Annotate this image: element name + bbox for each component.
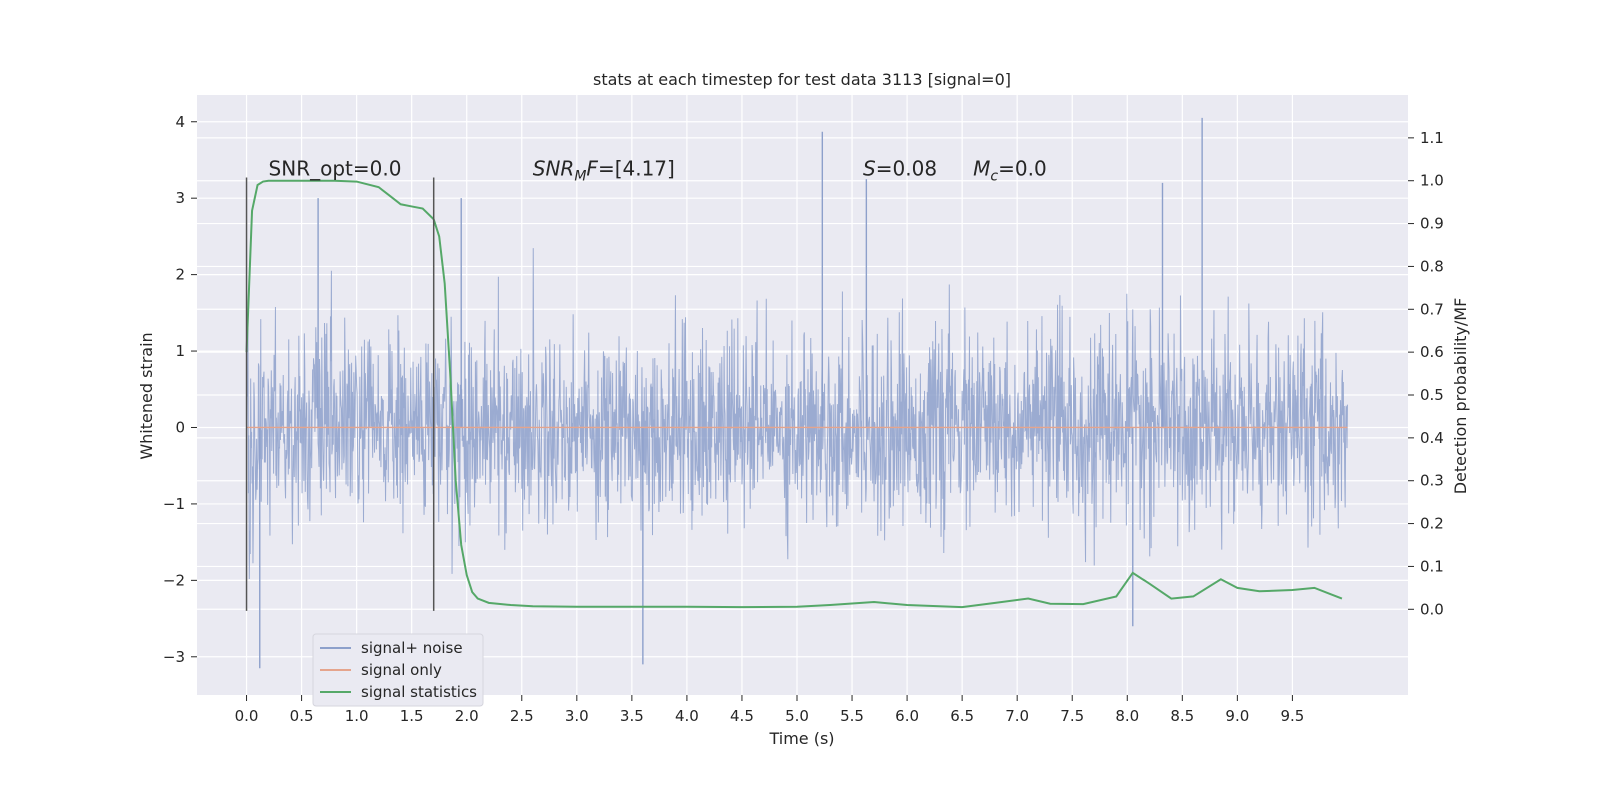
y-right-tick-label: 0.4 — [1420, 429, 1444, 447]
y-right-tick-label: 0.2 — [1420, 515, 1444, 533]
series-layer — [245, 117, 1348, 669]
x-axis-label: Time (s) — [768, 729, 834, 748]
y-right-tick-label: 0.3 — [1420, 472, 1444, 490]
legend: signal+ noise signal only signal statist… — [312, 633, 484, 707]
legend-label-signal-noise: signal+ noise — [361, 639, 463, 657]
legend-label-signal-statistics: signal statistics — [361, 683, 477, 701]
x-tick-label: 5.5 — [840, 707, 864, 725]
x-tick-label: 8.0 — [1115, 707, 1139, 725]
x-tick-label: 2.0 — [455, 707, 479, 725]
y-tick-label: −3 — [163, 648, 185, 666]
x-tick-label: 1.5 — [400, 707, 424, 725]
series-signal-statistics-line — [245, 179, 1343, 609]
x-tick-label: 9.0 — [1225, 707, 1249, 725]
y-right-axis-label: Detection probability/MF — [1451, 298, 1470, 495]
y-tick-label: 3 — [175, 189, 185, 207]
x-tick-label: 3.0 — [565, 707, 589, 725]
x-tick-label: 9.5 — [1280, 707, 1304, 725]
x-tick-label: 0.0 — [235, 707, 259, 725]
y-right-tick-label: 0.7 — [1420, 300, 1444, 318]
legend-label-signal-only: signal only — [361, 661, 442, 679]
y-right-tick-label: 1.0 — [1420, 172, 1444, 190]
x-tick-label: 1.0 — [345, 707, 369, 725]
series-signal-noise-line — [246, 248, 1348, 579]
y-tick-label: 0 — [175, 418, 185, 436]
legend-box — [312, 633, 484, 707]
y-tick-label: −1 — [163, 495, 185, 513]
y-right-tick-label: 1.1 — [1420, 129, 1444, 147]
x-tick-label: 8.5 — [1170, 707, 1194, 725]
annotation-text: Mc=0.0 — [973, 156, 1047, 184]
annotation-text: SNRMF=[4.17] — [533, 156, 675, 184]
y-tick-label: 2 — [175, 266, 185, 284]
y-axis-label: Whitened strain — [137, 332, 156, 459]
annotation-text: SNR_opt=0.0 — [269, 156, 402, 180]
vlines-layer — [245, 177, 435, 611]
x-tick-label: 2.5 — [510, 707, 534, 725]
x-tick-label: 7.0 — [1005, 707, 1029, 725]
x-tick-label: 4.0 — [675, 707, 699, 725]
y-right-tick-label: 0.0 — [1420, 600, 1444, 618]
y-tick-label: 4 — [175, 113, 185, 131]
y-right-tick-label: 0.8 — [1420, 257, 1444, 275]
y-axis-ticks: −3 −2 −1 0 1 2 3 4 — [163, 113, 197, 666]
y-right-tick-label: 0.6 — [1420, 343, 1444, 361]
chart-title: stats at each timestep for test data 311… — [593, 70, 1011, 89]
y-right-axis-ticks: 0.0 0.1 0.2 0.3 0.4 0.5 0.6 0.7 0.8 0.9 1.0 1.1 — [1408, 129, 1444, 618]
x-tick-label: 3.5 — [620, 707, 644, 725]
x-tick-label: 0.5 — [290, 707, 314, 725]
annotations-layer: SNR_opt=0.0 SNRMF=[4.17] S=0.08 Mc=0.0 — [269, 156, 1047, 184]
x-tick-label: 6.0 — [895, 707, 919, 725]
x-tick-label: 5.0 — [785, 707, 809, 725]
y-right-tick-label: 0.9 — [1420, 215, 1444, 233]
x-tick-label: 7.5 — [1060, 707, 1084, 725]
y-right-tick-label: 0.5 — [1420, 386, 1444, 404]
y-right-tick-label: 0.1 — [1420, 557, 1444, 575]
x-tick-label: 6.5 — [950, 707, 974, 725]
x-axis-ticks: 0.0 0.5 1.0 1.5 2.0 2.5 3.0 3.5 4.0 4.5 5.0 5.5 6.0 6… — [235, 695, 1304, 725]
y-tick-label: 1 — [175, 342, 185, 360]
annotation-text: S=0.08 — [863, 156, 937, 180]
right-gridlines — [197, 137, 1408, 610]
y-tick-label: −2 — [163, 571, 185, 589]
x-tick-label: 4.5 — [730, 707, 754, 725]
